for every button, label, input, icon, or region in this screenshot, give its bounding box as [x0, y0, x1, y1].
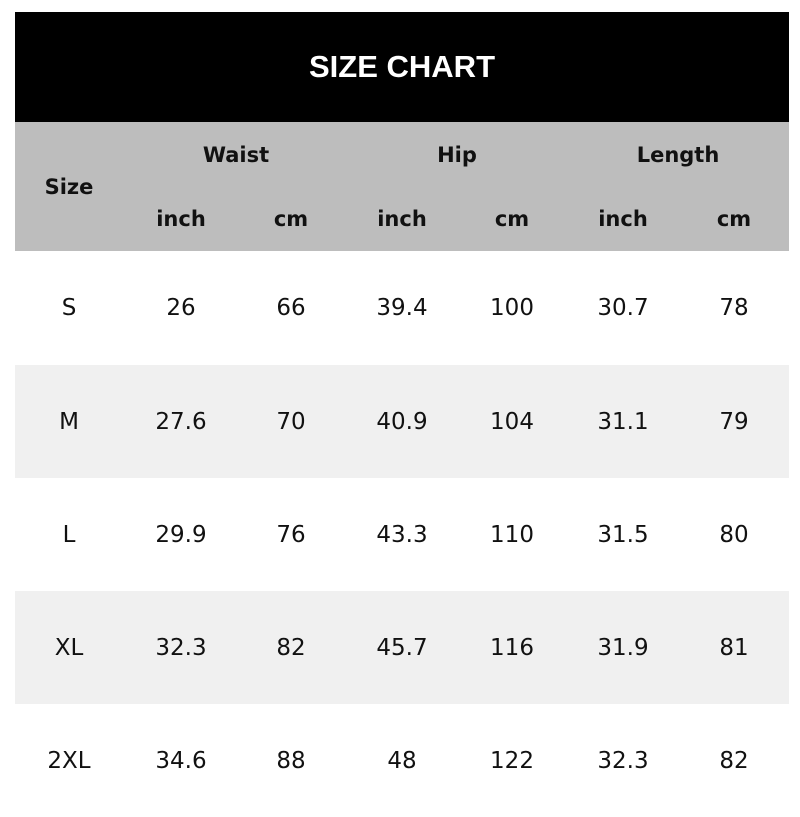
header-unit: inch [156, 207, 206, 231]
value-cell: 116 [490, 634, 534, 661]
table-row: M 27.6 70 40.9 104 31.1 79 [15, 365, 789, 478]
value-cell: 78 [719, 294, 749, 321]
value-cell: 88 [276, 747, 306, 774]
value-cell: 29.9 [155, 521, 207, 548]
chart-title: SIZE CHART [309, 49, 495, 84]
value-cell: 79 [719, 408, 749, 435]
value-cell: 26 [166, 294, 196, 321]
value-cell: 48 [387, 747, 417, 774]
value-cell: 122 [490, 747, 534, 774]
value-cell: 110 [490, 521, 534, 548]
value-cell: 27.6 [155, 408, 207, 435]
value-cell: 82 [276, 634, 306, 661]
value-cell: 32.3 [597, 747, 649, 774]
header-unit: cm [716, 207, 752, 231]
size-cell: L [62, 521, 76, 548]
value-cell: 43.3 [376, 521, 428, 548]
value-cell: 70 [276, 408, 306, 435]
value-cell: 31.9 [597, 634, 649, 661]
value-cell: 31.1 [597, 408, 649, 435]
value-cell: 40.9 [376, 408, 428, 435]
value-cell: 32.3 [155, 634, 207, 661]
table-row: 2XL 34.6 88 48 122 32.3 82 [15, 704, 789, 817]
header-unit: cm [494, 207, 530, 231]
table-row: L 29.9 76 43.3 110 31.5 80 [15, 478, 789, 591]
value-cell: 45.7 [376, 634, 428, 661]
value-cell: 31.5 [597, 521, 649, 548]
title-band: SIZE CHART [15, 12, 789, 122]
value-cell: 81 [719, 634, 749, 661]
value-cell: 39.4 [376, 294, 428, 321]
value-cell: 34.6 [155, 747, 207, 774]
value-cell: 82 [719, 747, 749, 774]
header-hip: Hip [437, 143, 477, 167]
size-cell: M [59, 408, 79, 435]
table-row: XL 32.3 82 45.7 116 31.9 81 [15, 591, 789, 704]
header-size: Size [44, 175, 94, 199]
header-length: Length [636, 143, 720, 167]
header-unit: cm [273, 207, 309, 231]
header-unit: inch [598, 207, 648, 231]
size-cell: XL [54, 634, 84, 661]
value-cell: 66 [276, 294, 306, 321]
header-unit: inch [377, 207, 427, 231]
size-cell: 2XL [47, 747, 91, 774]
size-cell: S [61, 294, 77, 321]
value-cell: 100 [490, 294, 534, 321]
value-cell: 104 [490, 408, 534, 435]
value-cell: 30.7 [597, 294, 649, 321]
table-row: S 26 66 39.4 100 30.7 78 [15, 251, 789, 364]
value-cell: 80 [719, 521, 749, 548]
header-waist: Waist [202, 143, 270, 167]
value-cell: 76 [276, 521, 306, 548]
table-header: Size Waist Hip Length inch cm inch cm in… [15, 122, 789, 251]
